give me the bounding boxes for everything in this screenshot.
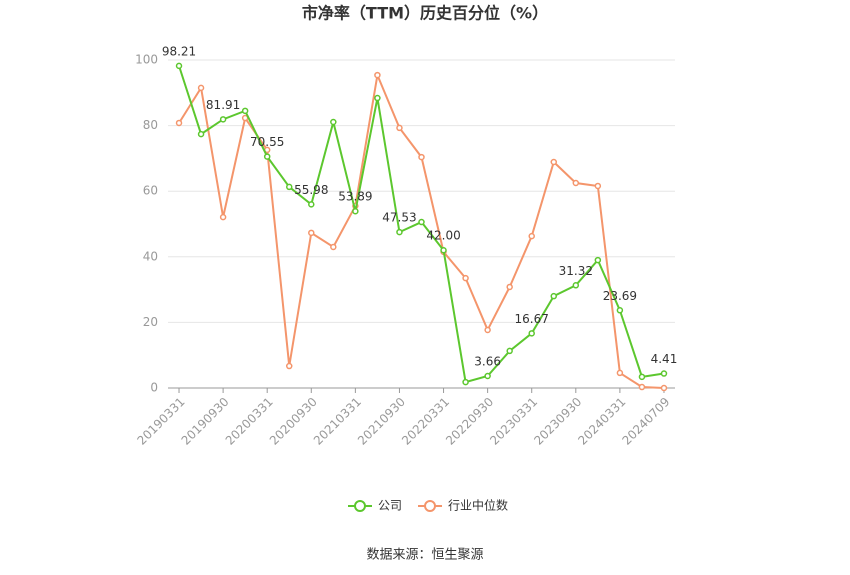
data-point (660, 384, 668, 392)
data-point (462, 378, 469, 386)
data-point (506, 347, 513, 355)
source-note: 数据来源：恒生聚源 (366, 548, 483, 563)
data-label: 55.98 (294, 183, 328, 197)
data-label: 70.55 (250, 135, 284, 149)
data-point (241, 107, 249, 115)
y-tick-label: 20 (143, 315, 158, 329)
data-point (285, 362, 293, 370)
data-point (638, 383, 646, 391)
data-point (594, 256, 602, 264)
data-label: 4.41 (651, 352, 678, 366)
data-point (374, 71, 381, 79)
data-label: 3.66 (474, 354, 501, 368)
data-point (396, 228, 403, 236)
chart-title: 市净率（TTM）历史百分位（%） (302, 4, 548, 23)
data-label: 16.67 (515, 312, 549, 326)
legend-marker (424, 500, 437, 512)
data-point (462, 274, 469, 282)
data-point (219, 116, 227, 123)
data-label: 53.89 (338, 190, 372, 204)
data-point (550, 158, 558, 166)
data-label: 23.69 (603, 289, 637, 303)
legend-label: 行业中位数 (448, 498, 508, 513)
data-point (528, 232, 535, 240)
data-point (616, 369, 624, 377)
data-point (594, 182, 602, 190)
data-label: 47.53 (382, 211, 416, 225)
y-tick-label: 40 (143, 249, 158, 263)
data-point (660, 370, 668, 377)
data-point (572, 282, 580, 289)
data-point (550, 292, 558, 300)
y-tick-label: 60 (143, 184, 158, 198)
data-point (197, 84, 205, 92)
data-point (506, 283, 513, 291)
y-tick-label: 80 (143, 118, 158, 132)
data-point (352, 207, 359, 215)
data-point (219, 213, 227, 221)
data-label: 81.91 (206, 98, 240, 112)
y-tick-label: 0 (150, 381, 158, 395)
data-point (418, 153, 425, 161)
data-point (285, 183, 293, 191)
data-point (528, 330, 535, 337)
data-point (638, 373, 646, 381)
data-point (175, 119, 183, 127)
data-label: 31.32 (559, 264, 593, 278)
data-point (484, 326, 491, 334)
y-tick-label: 100 (135, 53, 158, 67)
data-point (572, 179, 580, 187)
data-point (197, 130, 205, 138)
data-point (330, 118, 337, 126)
data-point (263, 153, 271, 160)
data-point (440, 246, 447, 254)
data-point (418, 218, 425, 226)
data-label: 42.00 (426, 229, 460, 243)
legend-label: 公司 (378, 499, 402, 513)
series-line (178, 71, 665, 389)
data-point (175, 62, 183, 70)
legend-marker (354, 500, 366, 512)
data-label: 98.21 (162, 44, 196, 58)
data-point (484, 372, 491, 380)
x-tick-label: 20240709 (619, 395, 672, 448)
data-point (616, 307, 624, 314)
data-point (308, 201, 315, 208)
data-point (396, 124, 403, 132)
data-point (374, 94, 381, 102)
data-point (330, 243, 337, 251)
data-point (308, 229, 315, 237)
